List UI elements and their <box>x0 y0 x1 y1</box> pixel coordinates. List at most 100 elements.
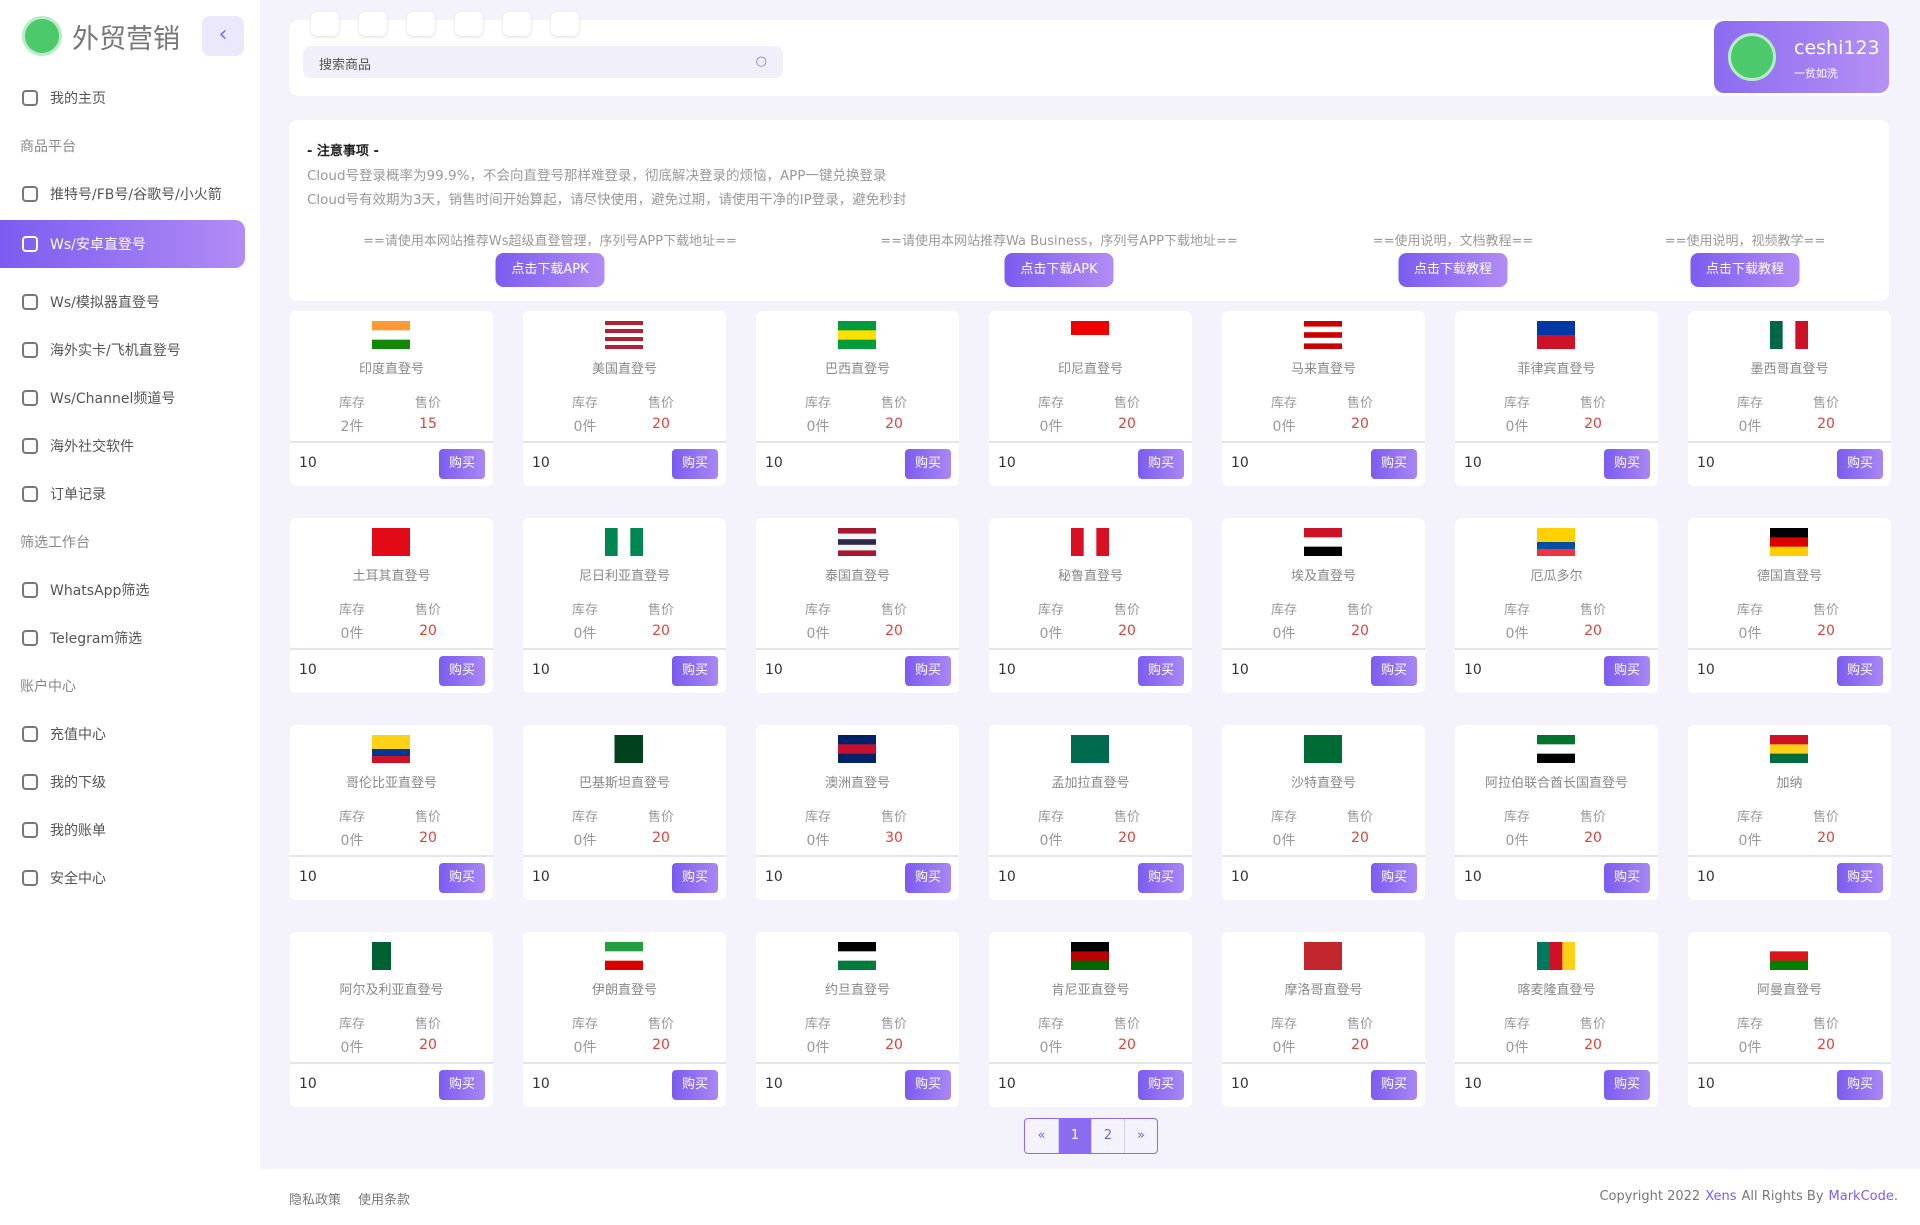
nav-tab[interactable] <box>407 12 435 36</box>
buy-button[interactable]: 购买 <box>1604 1070 1650 1100</box>
buy-button[interactable]: 购买 <box>1837 1070 1883 1100</box>
download-button[interactable]: 点击下载APK <box>1004 253 1114 287</box>
quantity[interactable]: 10 <box>532 869 550 885</box>
nav-item[interactable]: 我的主页 <box>0 78 260 118</box>
quantity[interactable]: 10 <box>299 869 317 885</box>
nav-tab[interactable] <box>551 12 579 36</box>
collapse-button[interactable]: ‹ <box>202 16 244 56</box>
quantity[interactable]: 10 <box>765 869 783 885</box>
buy-button[interactable]: 购买 <box>1138 1070 1184 1100</box>
nav-item[interactable]: Telegram筛选 <box>0 618 260 658</box>
stock-label: 库存 <box>1270 1017 1297 1032</box>
quantity[interactable]: 10 <box>1697 662 1715 678</box>
quantity[interactable]: 10 <box>1231 869 1249 885</box>
download-button[interactable]: 点击下载教程 <box>1690 253 1800 287</box>
buy-button[interactable]: 购买 <box>905 656 951 686</box>
flag <box>1071 942 1109 970</box>
nav-item[interactable]: 安全中心 <box>0 858 260 898</box>
quantity[interactable]: 10 <box>1464 869 1482 885</box>
quantity[interactable]: 10 <box>1697 869 1715 885</box>
buy-button[interactable]: 购买 <box>1371 656 1417 686</box>
quantity[interactable]: 10 <box>1697 455 1715 471</box>
price-value: 20 <box>652 830 670 846</box>
flag-stripe <box>614 735 625 763</box>
buy-button[interactable]: 购买 <box>672 449 718 479</box>
page-button[interactable]: « <box>1037 1128 1046 1143</box>
buy-button[interactable]: 购买 <box>905 449 951 479</box>
quantity[interactable]: 10 <box>1697 1076 1715 1092</box>
download-button[interactable]: 点击下载教程 <box>1398 253 1508 287</box>
buy-button[interactable]: 购买 <box>1138 449 1184 479</box>
buy-button[interactable]: 购买 <box>905 1070 951 1100</box>
buy-button[interactable]: 购买 <box>1138 863 1184 893</box>
quantity[interactable]: 10 <box>765 662 783 678</box>
user-card[interactable]: ceshi123 一贫如洗 <box>1714 21 1889 93</box>
buy-button[interactable]: 购买 <box>1371 449 1417 479</box>
page-button[interactable]: 2 <box>1091 1119 1124 1153</box>
price-value: 20 <box>1584 830 1602 846</box>
product-name: 阿曼直登号 <box>1756 983 1822 998</box>
buy-button[interactable]: 购买 <box>672 656 718 686</box>
copyright-link[interactable]: MarkCode. <box>1828 1189 1898 1204</box>
nav-item[interactable]: WhatsApp筛选 <box>0 570 260 610</box>
buy-button[interactable]: 购买 <box>672 1070 718 1100</box>
quantity[interactable]: 10 <box>765 1076 783 1092</box>
quantity[interactable]: 10 <box>1231 662 1249 678</box>
quantity[interactable]: 10 <box>998 1076 1016 1092</box>
nav-item[interactable]: 订单记录 <box>0 474 260 514</box>
footer-link[interactable]: 使用条款 <box>358 1193 411 1208</box>
nav-icon <box>22 186 38 202</box>
buy-button[interactable]: 购买 <box>1138 656 1184 686</box>
nav-item[interactable]: Ws/安卓直登号 <box>0 220 245 268</box>
buy-button[interactable]: 购买 <box>1604 863 1650 893</box>
quantity[interactable]: 10 <box>299 662 317 678</box>
buy-button[interactable]: 购买 <box>1837 656 1883 686</box>
buy-button[interactable]: 购买 <box>439 863 485 893</box>
buy-button[interactable]: 购买 <box>905 863 951 893</box>
footer-link[interactable]: 隐私政策 <box>289 1193 342 1208</box>
buy-button[interactable]: 购买 <box>439 656 485 686</box>
buy-button[interactable]: 购买 <box>1604 449 1650 479</box>
brand[interactable]: 外贸营销 <box>22 16 180 56</box>
nav-tab[interactable] <box>455 12 483 36</box>
page-button[interactable]: » <box>1124 1119 1157 1153</box>
quantity[interactable]: 10 <box>532 1076 550 1092</box>
nav-item[interactable]: 充值中心 <box>0 714 260 754</box>
quantity[interactable]: 10 <box>1231 455 1249 471</box>
quantity[interactable]: 10 <box>299 455 317 471</box>
buy-button[interactable]: 购买 <box>1837 863 1883 893</box>
quantity[interactable]: 10 <box>1464 455 1482 471</box>
copyright-link[interactable]: Xens <box>1705 1189 1737 1204</box>
nav-item[interactable]: 我的账单 <box>0 810 260 850</box>
buy-button[interactable]: 购买 <box>1371 863 1417 893</box>
nav-item[interactable]: Ws/模拟器直登号 <box>0 282 260 322</box>
buy-button[interactable]: 购买 <box>439 1070 485 1100</box>
quantity[interactable]: 10 <box>998 455 1016 471</box>
download-button[interactable]: 点击下载APK <box>495 253 605 287</box>
nav-tab[interactable] <box>311 12 339 36</box>
buy-button[interactable]: 购买 <box>1371 1070 1417 1100</box>
quantity[interactable]: 10 <box>1231 1076 1249 1092</box>
quantity[interactable]: 10 <box>1464 662 1482 678</box>
nav-item[interactable]: 海外社交软件 <box>0 426 260 466</box>
quantity[interactable]: 10 <box>765 455 783 471</box>
quantity[interactable]: 10 <box>1464 1076 1482 1092</box>
buy-button[interactable]: 购买 <box>439 449 485 479</box>
buy-button[interactable]: 购买 <box>1604 656 1650 686</box>
buy-button[interactable]: 购买 <box>1837 449 1883 479</box>
quantity[interactable]: 10 <box>998 662 1016 678</box>
nav-item[interactable]: 海外实卡/飞机直登号 <box>0 330 260 370</box>
buy-button[interactable]: 购买 <box>672 863 718 893</box>
quantity[interactable]: 10 <box>998 869 1016 885</box>
quantity[interactable]: 10 <box>532 662 550 678</box>
product-card: 孟加拉直登号 库存 售价 0件 20 10 购买 <box>989 725 1192 900</box>
quantity[interactable]: 10 <box>532 455 550 471</box>
quantity[interactable]: 10 <box>299 1076 317 1092</box>
nav-tab[interactable] <box>503 12 531 36</box>
nav-tab[interactable] <box>359 12 387 36</box>
nav-item[interactable]: 我的下级 <box>0 762 260 802</box>
nav-item[interactable]: 推特号/FB号/谷歌号/小火箭 <box>0 174 260 214</box>
search-box[interactable]: 搜索商品 ○ <box>303 46 783 78</box>
nav-item[interactable]: Ws/Channel频道号 <box>0 378 260 418</box>
page-button[interactable]: 1 <box>1058 1119 1091 1153</box>
